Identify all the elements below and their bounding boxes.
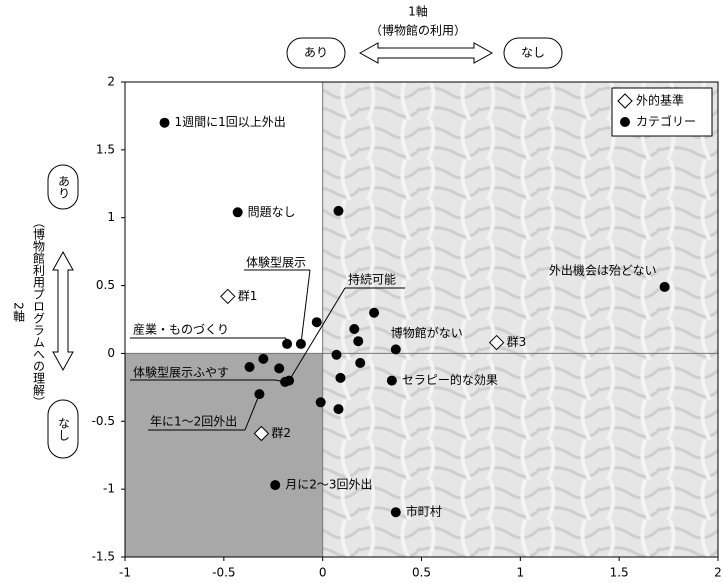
legend-marker — [620, 117, 630, 127]
x-left-label: あり — [304, 46, 328, 60]
point — [349, 324, 359, 334]
x-tick-label: 1 — [517, 566, 525, 580]
y-top-label: あり — [57, 175, 71, 199]
point-label: 体験型展示ふやす — [133, 365, 229, 380]
point — [332, 350, 342, 360]
y-tick-label: -1 — [103, 482, 115, 496]
point-label: 問題なし — [248, 205, 296, 219]
point — [333, 404, 343, 414]
point — [270, 480, 280, 490]
x-tick-label: 2 — [714, 566, 722, 580]
point-label: 博物館がない — [391, 325, 463, 340]
x-tick-label: 0.5 — [412, 566, 431, 580]
point — [353, 336, 363, 346]
point-label: 体験型展示 — [246, 255, 306, 270]
point — [369, 308, 379, 318]
y-tick-label: 1 — [107, 210, 115, 224]
point — [312, 317, 322, 327]
y-bottom-label: なし — [57, 417, 71, 441]
point-label: 市町村 — [406, 504, 442, 519]
quadrant — [323, 82, 718, 557]
y-axis-name: 2軸 — [12, 302, 26, 322]
point — [245, 362, 255, 372]
point-label: 年に1～2回外出 — [150, 415, 237, 429]
point-label: 群1 — [238, 289, 258, 303]
y-tick-label: 0.5 — [96, 278, 115, 292]
point — [258, 354, 268, 364]
y-tick-label: 1.5 — [96, 142, 115, 156]
x-tick-label: -0.5 — [212, 566, 235, 580]
point-label: 群2 — [271, 426, 291, 440]
point — [316, 397, 326, 407]
point-label: 群3 — [507, 335, 527, 349]
x-axis-subtitle: （博物館の利用） — [370, 23, 466, 38]
quadrant — [125, 353, 323, 557]
point-label: 持続可能 — [348, 272, 396, 287]
y-tick-label: 2 — [107, 75, 115, 89]
legend-label: 外的基準 — [636, 93, 684, 108]
x-tick-label: 0 — [319, 566, 327, 580]
point — [233, 207, 243, 217]
y-tick-label: -1.5 — [92, 550, 115, 564]
point-label: 外出機会は殆どない — [549, 262, 657, 277]
double-arrow — [53, 252, 73, 370]
point — [660, 282, 670, 292]
point — [335, 373, 345, 383]
x-axis-name: 1軸 — [408, 5, 428, 19]
x-tick-label: 1.5 — [610, 566, 629, 580]
point-label: 産業・ものづくり — [133, 322, 229, 337]
point — [391, 507, 401, 517]
double-arrow — [360, 43, 492, 63]
chart: 1軸 （博物館の利用） あり なし あり なし （博物館利用プログラムへの理解）… — [0, 0, 723, 583]
point-label: セラピー的な効果 — [402, 372, 498, 387]
y-axis-subtitle: （博物館利用プログラムへの理解） — [32, 216, 46, 408]
y-tick-label: -0.5 — [92, 414, 115, 428]
point — [333, 206, 343, 216]
x-right-label: なし — [521, 46, 545, 60]
point — [160, 118, 170, 128]
point — [274, 363, 284, 373]
point-label: 1週間に1回以上外出 — [175, 115, 286, 129]
point — [387, 376, 397, 386]
y-tick-label: 0 — [107, 346, 115, 360]
x-tick-label: -1 — [119, 566, 131, 580]
point — [355, 358, 365, 368]
legend-label: カテゴリー — [636, 114, 696, 129]
point — [391, 344, 401, 354]
point-label: 月に2～3回外出 — [285, 478, 372, 492]
